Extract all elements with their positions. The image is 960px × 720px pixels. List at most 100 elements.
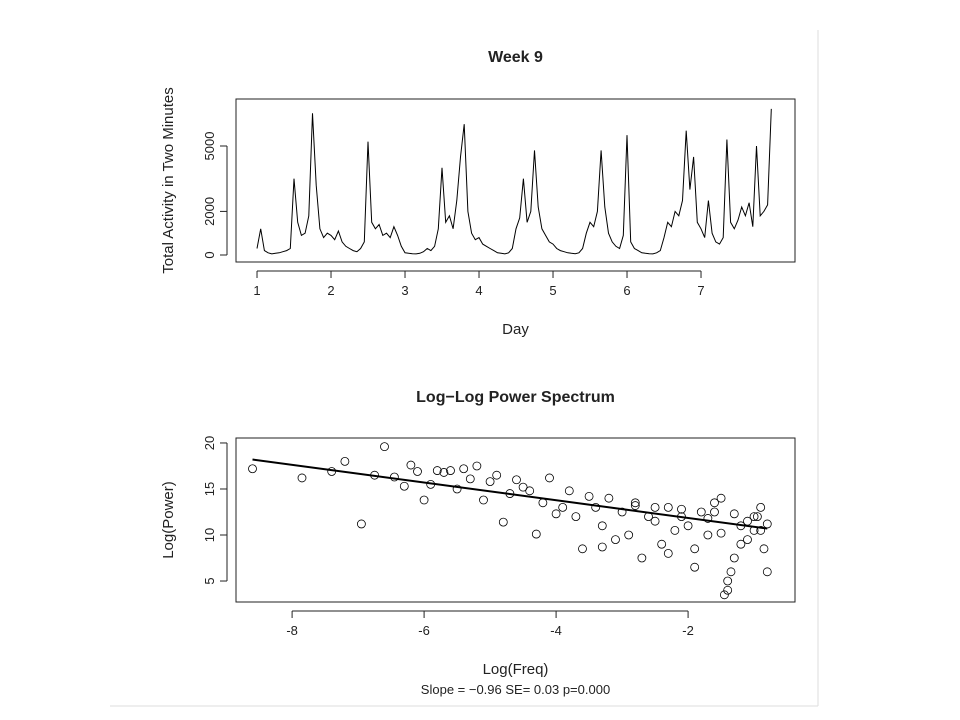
point [729,553,739,563]
x-tick-label: 4 [475,283,482,298]
point [624,530,634,540]
x-axis-label: Log(Freq) [483,661,549,678]
point [459,464,469,474]
point [723,576,733,586]
x-tick-label: 5 [549,283,556,298]
point [756,502,766,512]
point [683,521,693,531]
point [512,475,521,485]
point [485,477,495,487]
x-tick-label: 7 [697,283,704,298]
point [419,495,429,505]
point [703,514,713,523]
point [670,525,680,535]
y-tick-label: 20 [202,436,217,450]
x-tick-label: -6 [418,623,430,638]
x-tick-label: 3 [401,283,408,298]
point [297,473,307,483]
activity-line [256,108,772,255]
point [472,461,482,471]
point [716,528,726,538]
x-tick-label: -2 [682,623,694,638]
x-tick-label: -8 [286,623,298,638]
point [432,466,442,475]
point [551,509,561,519]
point [518,482,528,492]
point [677,504,686,514]
point [650,502,660,512]
point [663,502,673,512]
point [630,501,640,510]
point [571,512,581,521]
point [465,474,475,484]
point [663,549,673,558]
x-tick-label: 1 [253,283,260,298]
point [752,512,762,521]
point [726,567,736,577]
point [597,542,607,552]
point [538,498,548,508]
x-tick-label: 6 [623,283,630,298]
point [690,562,700,572]
point [604,493,614,503]
point [762,519,772,529]
point [611,535,620,545]
point [597,521,607,531]
point [340,456,350,466]
y-tick-label: 15 [202,482,217,496]
point [729,509,739,519]
point [749,512,759,521]
x-axis-label: Day [502,321,529,338]
point [578,544,587,554]
subtitle: Slope = −0.96 SE= 0.03 p=0.000 [421,682,610,697]
point [492,470,502,480]
point [452,484,462,494]
fit-line [252,458,768,530]
y-axis-label: Total Activity in Two Minutes [160,87,177,273]
y-tick-label: 0 [202,251,217,258]
point [759,544,769,554]
point [380,442,389,452]
point [558,502,568,512]
point [710,498,719,508]
y-tick-label: 5 [202,577,217,584]
point [531,529,541,539]
point [248,464,257,474]
chart-title: Log−Log Power Spectrum [416,389,615,406]
point [439,468,449,477]
point [630,498,640,508]
x-tick-label: 2 [327,283,334,298]
point [657,539,667,549]
point [356,519,366,529]
y-axis-label: Log(Power) [160,481,177,559]
point [762,567,772,577]
point [413,467,422,476]
point [690,544,700,554]
y-tick-label: 5000 [202,132,217,161]
point [479,495,488,505]
point [650,516,660,526]
point [406,460,416,470]
point [545,473,554,483]
point [719,590,729,600]
point [399,481,409,491]
point [696,507,706,517]
point [736,539,746,549]
point [723,585,733,595]
point [446,466,455,475]
point [498,517,508,527]
chart-title: Week 9 [488,49,543,66]
point [525,486,535,496]
point [710,507,719,517]
point [584,491,594,501]
y-tick-label: 2000 [202,197,217,226]
point [716,493,726,503]
plot-frame [235,437,796,603]
point [637,553,647,563]
point [564,486,574,496]
point [591,502,601,512]
x-tick-label: -4 [550,623,562,638]
point [743,535,752,545]
